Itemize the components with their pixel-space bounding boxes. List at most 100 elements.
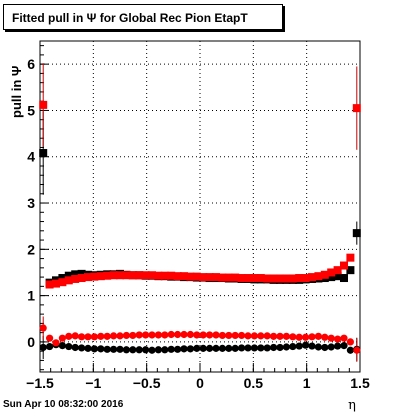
black-circle-point [122, 346, 130, 354]
grid-lines [40, 41, 360, 372]
black-circle-point [327, 343, 335, 351]
red-circle-point [161, 331, 169, 339]
red-square-point [39, 100, 48, 109]
y-tick-label: 1 [27, 288, 35, 304]
red-square-point [301, 274, 310, 283]
red-circle-point [314, 332, 322, 340]
red-square-point [314, 272, 323, 281]
red-circle-point [65, 332, 73, 340]
black-circle-point [84, 344, 92, 352]
black-circle-point [238, 344, 246, 352]
red-circle-point [327, 334, 335, 342]
red-square-point [160, 271, 169, 280]
black-circle-point [263, 344, 271, 352]
black-circle-point [148, 346, 156, 354]
black-square-point [327, 273, 336, 282]
black-circle-point [90, 345, 98, 353]
red-circle-point [302, 333, 310, 341]
black-square-point [346, 266, 355, 275]
red-circle-point [295, 333, 303, 341]
black-circle-point [97, 345, 105, 353]
red-square-point [333, 266, 342, 275]
black-circle-point [193, 344, 201, 352]
black-circle-point [231, 344, 239, 352]
red-circle-point [321, 333, 329, 341]
red-circle-point [263, 332, 271, 340]
red-circle-point [250, 332, 258, 340]
red-circle-point [346, 338, 354, 346]
black-circle-point [276, 343, 284, 352]
x-tick-label: 0.5 [244, 375, 264, 391]
black-circle-point [302, 341, 310, 349]
red-circle-point [270, 332, 278, 340]
black-circle-point [180, 345, 188, 353]
red-circle-point [231, 331, 239, 340]
black-circle-point [142, 346, 150, 354]
red-square-point [224, 273, 233, 282]
red-square-point [128, 271, 137, 280]
x-tick-label: 1 [303, 375, 311, 391]
red-circle-point [353, 346, 361, 354]
red-square-point [71, 274, 80, 283]
black-circle-point [78, 344, 86, 352]
x-axis-label: η [348, 398, 356, 413]
red-square-point [122, 271, 131, 280]
red-square-point [173, 272, 182, 281]
red-circle-point [129, 331, 137, 340]
tick-labels: −1.5 −1 −0.5 0 0.5 1 1.5 0 1 2 3 4 5 6 [26, 56, 370, 391]
red-square-point [320, 270, 329, 279]
axis-ticks [39, 45, 361, 372]
red-square-point [218, 273, 227, 282]
red-square-point [90, 272, 99, 281]
black-circle-point [212, 344, 220, 352]
black-square-point [64, 271, 73, 280]
red-square-point [96, 272, 105, 281]
x-tick-label: −1.5 [26, 375, 54, 391]
red-circle-point [180, 330, 188, 339]
x-tick-label: 0 [196, 375, 204, 391]
black-circle-point [58, 342, 66, 350]
x-tick-label: −1 [85, 375, 101, 391]
black-circle-point [206, 344, 214, 352]
black-square-point [71, 270, 80, 279]
red-square-point [295, 274, 304, 283]
red-circle-point [186, 330, 194, 339]
red-square-point [77, 274, 86, 283]
black-circle-point [129, 346, 137, 354]
red-circle-point [167, 330, 175, 339]
black-circle-point [225, 344, 233, 352]
plot-frame [39, 40, 361, 373]
black-square-point [333, 272, 342, 281]
red-circle-point [225, 331, 233, 340]
black-circle-point [116, 345, 124, 353]
red-circle-point [206, 331, 214, 339]
red-square-point [167, 271, 176, 280]
red-square-point [84, 273, 92, 282]
black-circle-point [334, 342, 342, 350]
red-circle-point [71, 332, 79, 340]
black-square-point [39, 149, 48, 158]
red-circle-point [289, 333, 297, 341]
red-square-point [52, 279, 60, 288]
red-square-point [199, 273, 208, 282]
red-circle-point [52, 339, 60, 347]
black-circle-point [103, 345, 111, 353]
x-tick-label: −0.5 [133, 375, 161, 391]
red-square-point [116, 271, 124, 280]
black-circle-point [314, 343, 322, 351]
chart-title: Fitted pull in Ψ for Global Rec Pion Eta… [3, 4, 283, 30]
red-square-point [135, 271, 144, 280]
red-square-point [148, 271, 156, 280]
red-square-point [250, 274, 259, 283]
red-circle-point [199, 331, 207, 339]
data-points [39, 100, 361, 354]
red-square-point [288, 274, 297, 283]
black-circle-point [289, 342, 297, 351]
black-circle-point [199, 344, 207, 352]
red-square-point [340, 261, 348, 270]
black-circle-point [218, 344, 226, 352]
red-square-point [244, 274, 252, 283]
red-circle-point [122, 331, 130, 340]
black-circle-point [250, 344, 258, 352]
